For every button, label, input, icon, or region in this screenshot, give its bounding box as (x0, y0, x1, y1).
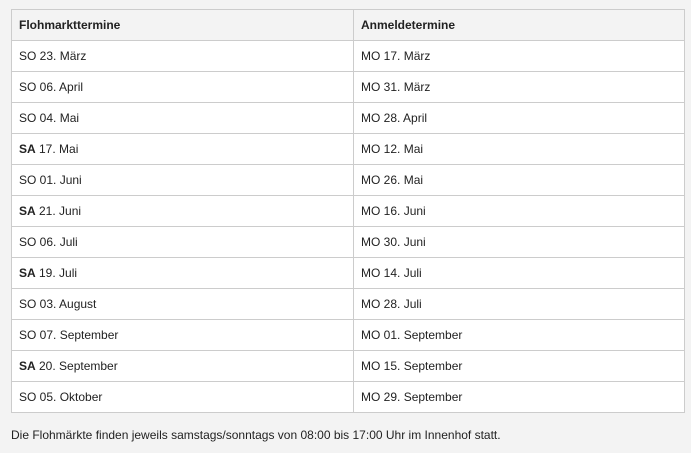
registration-date: 31. März (380, 80, 431, 94)
registration-date-cell: MO 14. Juli (353, 257, 685, 289)
market-date: 05. Oktober (36, 390, 103, 404)
market-date: 06. April (36, 80, 84, 94)
registration-date-cell: MO 30. Juni (353, 226, 685, 258)
market-date-cell: SA 19. Juli (11, 257, 354, 289)
market-date: 19. Juli (35, 266, 78, 280)
market-date: 06. Juli (36, 235, 78, 249)
registration-date-cell: MO 12. Mai (353, 133, 685, 165)
table-row: SO 01. Juni MO 26. Mai (11, 164, 685, 196)
market-weekday: SA (19, 204, 36, 218)
market-date: 17. Mai (35, 142, 79, 156)
table-row: SO 07. September MO 01. September (11, 319, 685, 351)
registration-weekday: MO (361, 80, 381, 94)
registration-date: 28. Juli (380, 297, 422, 311)
table-row: SO 06. Juli MO 30. Juni (11, 226, 685, 258)
table-row: SO 04. Mai MO 28. April (11, 102, 685, 134)
registration-date-cell: MO 28. April (353, 102, 685, 134)
market-weekday: SO (19, 390, 37, 404)
market-weekday: SO (19, 49, 37, 63)
market-date-cell: SO 06. April (11, 71, 354, 103)
market-weekday: SO (19, 80, 37, 94)
registration-date: 15. September (380, 359, 463, 373)
registration-date: 28. April (380, 111, 428, 125)
table-row: SA 21. Juni MO 16. Juni (11, 195, 685, 227)
market-weekday: SO (19, 235, 37, 249)
market-date-cell: SA 20. September (11, 350, 354, 382)
registration-date: 16. Juni (380, 204, 426, 218)
registration-date-cell: MO 28. Juli (353, 288, 685, 320)
registration-weekday: MO (361, 359, 381, 373)
footnote: Die Flohmärkte finden jeweils samstags/s… (11, 428, 501, 442)
market-date: 01. Juni (36, 173, 82, 187)
market-date-cell: SA 17. Mai (11, 133, 354, 165)
registration-weekday: MO (361, 390, 381, 404)
registration-weekday: MO (361, 266, 381, 280)
header-anmeldetermine: Anmeldetermine (353, 9, 685, 41)
registration-date: 26. Mai (380, 173, 424, 187)
market-date: 03. August (36, 297, 97, 311)
dates-table: Flohmarkttermine Anmeldetermine SO 23. M… (11, 9, 685, 413)
market-weekday: SO (19, 173, 37, 187)
registration-weekday: MO (361, 111, 381, 125)
registration-weekday: MO (361, 235, 381, 249)
registration-weekday: MO (361, 173, 381, 187)
header-flohmarkttermine: Flohmarkttermine (11, 9, 354, 41)
market-date-cell: SO 06. Juli (11, 226, 354, 258)
market-date-cell: SO 23. März (11, 40, 354, 72)
market-date-cell: SO 07. September (11, 319, 354, 351)
market-date: 04. Mai (36, 111, 80, 125)
registration-date-cell: MO 29. September (353, 381, 685, 413)
table-row: SO 06. April MO 31. März (11, 71, 685, 103)
registration-weekday: MO (361, 49, 381, 63)
market-date-cell: SO 03. August (11, 288, 354, 320)
registration-date-cell: MO 01. September (353, 319, 685, 351)
registration-date: 17. März (380, 49, 431, 63)
table-row: SO 03. August MO 28. Juli (11, 288, 685, 320)
registration-date-cell: MO 17. März (353, 40, 685, 72)
table-row: SA 20. September MO 15. September (11, 350, 685, 382)
market-weekday: SO (19, 111, 37, 125)
market-date-cell: SO 01. Juni (11, 164, 354, 196)
registration-weekday: MO (361, 328, 381, 342)
registration-weekday: MO (361, 204, 381, 218)
market-date-cell: SA 21. Juni (11, 195, 354, 227)
registration-date: 30. Juni (380, 235, 426, 249)
table-header-row: Flohmarkttermine Anmeldetermine (11, 9, 685, 41)
market-weekday: SO (19, 328, 37, 342)
registration-date: 01. September (380, 328, 463, 342)
registration-date-cell: MO 31. März (353, 71, 685, 103)
registration-date-cell: MO 26. Mai (353, 164, 685, 196)
market-date: 20. September (35, 359, 118, 373)
market-weekday: SA (19, 142, 36, 156)
market-weekday: SA (19, 359, 36, 373)
market-weekday: SA (19, 266, 36, 280)
table-row: SO 23. März MO 17. März (11, 40, 685, 72)
table-row: SO 05. Oktober MO 29. September (11, 381, 685, 413)
registration-date: 29. September (380, 390, 463, 404)
market-date: 21. Juni (35, 204, 82, 218)
table-row: SA 19. Juli MO 14. Juli (11, 257, 685, 289)
registration-date-cell: MO 15. September (353, 350, 685, 382)
registration-weekday: MO (361, 297, 381, 311)
registration-date: 12. Mai (380, 142, 424, 156)
market-date: 07. September (36, 328, 119, 342)
market-date: 23. März (36, 49, 87, 63)
market-weekday: SO (19, 297, 37, 311)
market-date-cell: SO 04. Mai (11, 102, 354, 134)
registration-date: 14. Juli (380, 266, 422, 280)
table-row: SA 17. Mai MO 12. Mai (11, 133, 685, 165)
market-date-cell: SO 05. Oktober (11, 381, 354, 413)
registration-weekday: MO (361, 142, 381, 156)
registration-date-cell: MO 16. Juni (353, 195, 685, 227)
